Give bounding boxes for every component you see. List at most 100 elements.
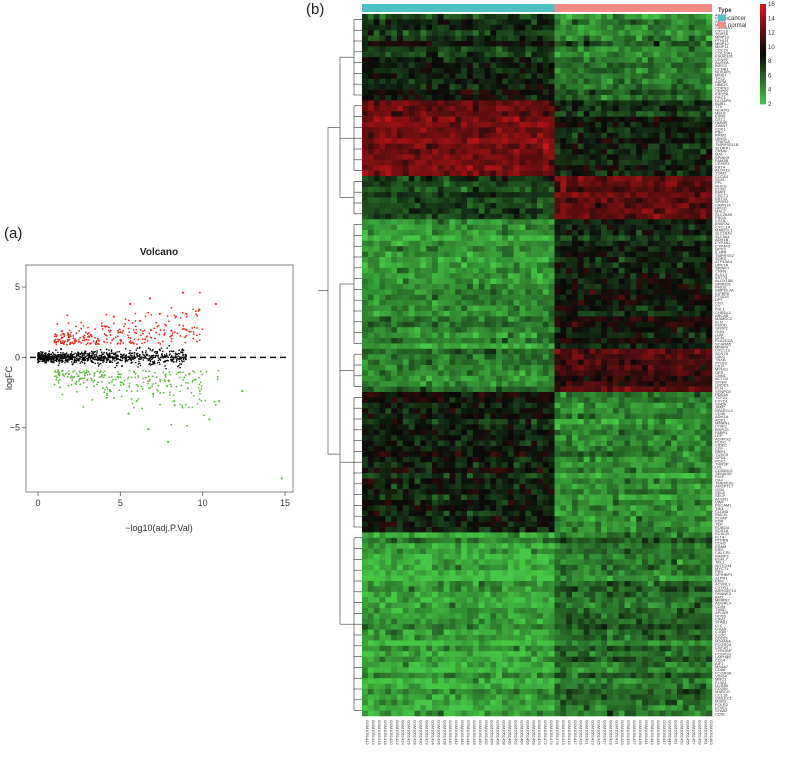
- volcano-point: [102, 328, 104, 330]
- heatmap-cell: [706, 79, 712, 85]
- heatmap-cell: [467, 73, 473, 79]
- heatmap-cell: [595, 284, 601, 290]
- heatmap-cell: [362, 295, 368, 301]
- heatmap-cell: [560, 246, 566, 252]
- heatmap-cell: [444, 84, 450, 90]
- heatmap-cell: [514, 144, 520, 150]
- volcano-point: [83, 352, 85, 354]
- heatmap-cell: [444, 111, 450, 117]
- heatmap-cell: [677, 262, 683, 268]
- heatmap-cell: [590, 144, 596, 150]
- heatmap-cell: [438, 133, 444, 139]
- heatmap-cell: [625, 246, 631, 252]
- heatmap-cell: [549, 176, 555, 182]
- heatmap-cell: [689, 284, 695, 290]
- heatmap-cell: [578, 289, 584, 295]
- heatmap-cell: [578, 122, 584, 128]
- heatmap-cell: [391, 41, 397, 47]
- heatmap-cell: [700, 203, 706, 209]
- heatmap-cell: [514, 171, 520, 177]
- volcano-point: [60, 338, 62, 340]
- heatmap-cell: [671, 289, 677, 295]
- heatmap-cell: [590, 160, 596, 166]
- heatmap-cell: [444, 95, 450, 101]
- heatmap-cell: [677, 219, 683, 225]
- heatmap-cell: [625, 306, 631, 312]
- heatmap-cell: [362, 63, 368, 69]
- heatmap-cell: [578, 198, 584, 204]
- heatmap-cell: [706, 133, 712, 139]
- heatmap-cell: [368, 219, 374, 225]
- heatmap-cell: [444, 30, 450, 36]
- heatmap-cell: [450, 203, 456, 209]
- heatmap-cell: [689, 36, 695, 42]
- heatmap-cell: [555, 36, 561, 42]
- heatmap-cell: [555, 133, 561, 139]
- heatmap-cell: [473, 95, 479, 101]
- heatmap-cell: [438, 63, 444, 69]
- heatmap-cell: [502, 133, 508, 139]
- heatmap-cell: [613, 262, 619, 268]
- heatmap-cell: [549, 57, 555, 63]
- heatmap-cell: [380, 95, 386, 101]
- heatmap-cell: [560, 268, 566, 274]
- heatmap-cell: [444, 284, 450, 290]
- volcano-point: [67, 356, 69, 358]
- volcano-point: [113, 316, 115, 318]
- volcano-point: [168, 345, 170, 347]
- heatmap-cell: [531, 192, 537, 198]
- heatmap-cell: [391, 284, 397, 290]
- heatmap-cell: [695, 90, 701, 96]
- volcano-point: [122, 342, 124, 344]
- volcano-point: [155, 332, 157, 334]
- volcano-point: [135, 362, 137, 364]
- heatmap-cell: [380, 79, 386, 85]
- heatmap-cell: [461, 57, 467, 63]
- heatmap-cell: [432, 19, 438, 25]
- heatmap-cell: [467, 111, 473, 117]
- heatmap-cell: [677, 176, 683, 182]
- heatmap-cell: [613, 19, 619, 25]
- heatmap-cell: [648, 138, 654, 144]
- volcano-point: [61, 330, 63, 332]
- heatmap-cell: [508, 36, 514, 42]
- heatmap-cell: [566, 311, 572, 317]
- heatmap-cell: [578, 46, 584, 52]
- heatmap-cell: [525, 246, 531, 252]
- volcano-point: [199, 333, 201, 335]
- heatmap-cell: [595, 111, 601, 117]
- heatmap-cell: [426, 57, 432, 63]
- heatmap-cell: [525, 46, 531, 52]
- heatmap-cell: [578, 84, 584, 90]
- heatmap-cell: [467, 316, 473, 322]
- heatmap-cell: [380, 144, 386, 150]
- heatmap-cell: [578, 284, 584, 290]
- heatmap-cell: [438, 311, 444, 317]
- heatmap-cell: [520, 273, 526, 279]
- heatmap-cell: [444, 122, 450, 128]
- heatmap-cell: [654, 30, 660, 36]
- heatmap-cell: [531, 122, 537, 128]
- heatmap-cell: [665, 144, 671, 150]
- heatmap-cell: [479, 246, 485, 252]
- volcano-point: [170, 383, 172, 385]
- heatmap-cell: [525, 208, 531, 214]
- volcano-point: [203, 414, 205, 416]
- volcano-point: [76, 357, 78, 359]
- volcano-point: [124, 323, 126, 325]
- heatmap-cell: [695, 111, 701, 117]
- heatmap-cell: [619, 165, 625, 171]
- heatmap-cell: [490, 14, 496, 20]
- heatmap-cell: [444, 68, 450, 74]
- heatmap-cell: [514, 30, 520, 36]
- heatmap-cell: [450, 171, 456, 177]
- heatmap-cell: [420, 144, 426, 150]
- heatmap-cell: [362, 198, 368, 204]
- heatmap-cell: [543, 57, 549, 63]
- heatmap-cell: [415, 36, 421, 42]
- heatmap-cell: [397, 95, 403, 101]
- heatmap-cell: [636, 273, 642, 279]
- heatmap-cell: [607, 295, 613, 301]
- heatmap-cell: [450, 273, 456, 279]
- heatmap-cell: [537, 19, 543, 25]
